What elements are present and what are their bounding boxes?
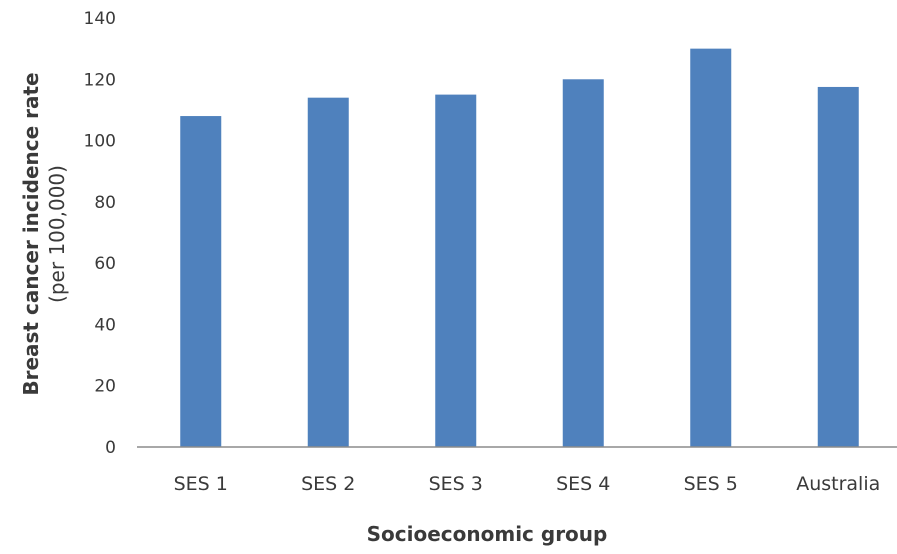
x-tick-label: SES 4 <box>556 473 610 495</box>
y-axis-subtitle: (per 100,000) <box>45 165 69 303</box>
y-tick-label: 140 <box>84 9 116 29</box>
y-tick-label: 0 <box>105 438 116 458</box>
x-tick-label: Australia <box>796 473 880 495</box>
x-tick-label: SES 3 <box>429 473 483 495</box>
bars <box>180 48 859 448</box>
bar-australia <box>817 86 859 448</box>
bar-ses-2 <box>307 97 349 448</box>
bar-ses-4 <box>562 79 604 448</box>
bar-ses-1 <box>180 116 222 448</box>
y-axis-ticks: 0 20 40 60 80 100 120 140 <box>84 9 116 458</box>
x-tick-label: SES 1 <box>174 473 228 495</box>
x-tick-label: SES 2 <box>301 473 355 495</box>
y-tick-label: 40 <box>94 315 116 335</box>
x-tick-label: SES 5 <box>684 473 738 495</box>
x-axis-tick-labels: SES 1 SES 2 SES 3 SES 4 SES 5 Australia <box>174 473 881 495</box>
bar-ses-3 <box>435 94 477 447</box>
bar-ses-5 <box>690 48 732 448</box>
y-axis-title: Breast cancer incidence rate <box>19 72 43 395</box>
y-tick-label: 100 <box>84 132 116 152</box>
y-tick-label: 20 <box>94 377 116 397</box>
y-tick-label: 80 <box>94 193 116 213</box>
x-axis-title: Socioeconomic group <box>367 522 608 546</box>
y-tick-label: 60 <box>94 254 116 274</box>
y-tick-label: 120 <box>84 70 116 90</box>
